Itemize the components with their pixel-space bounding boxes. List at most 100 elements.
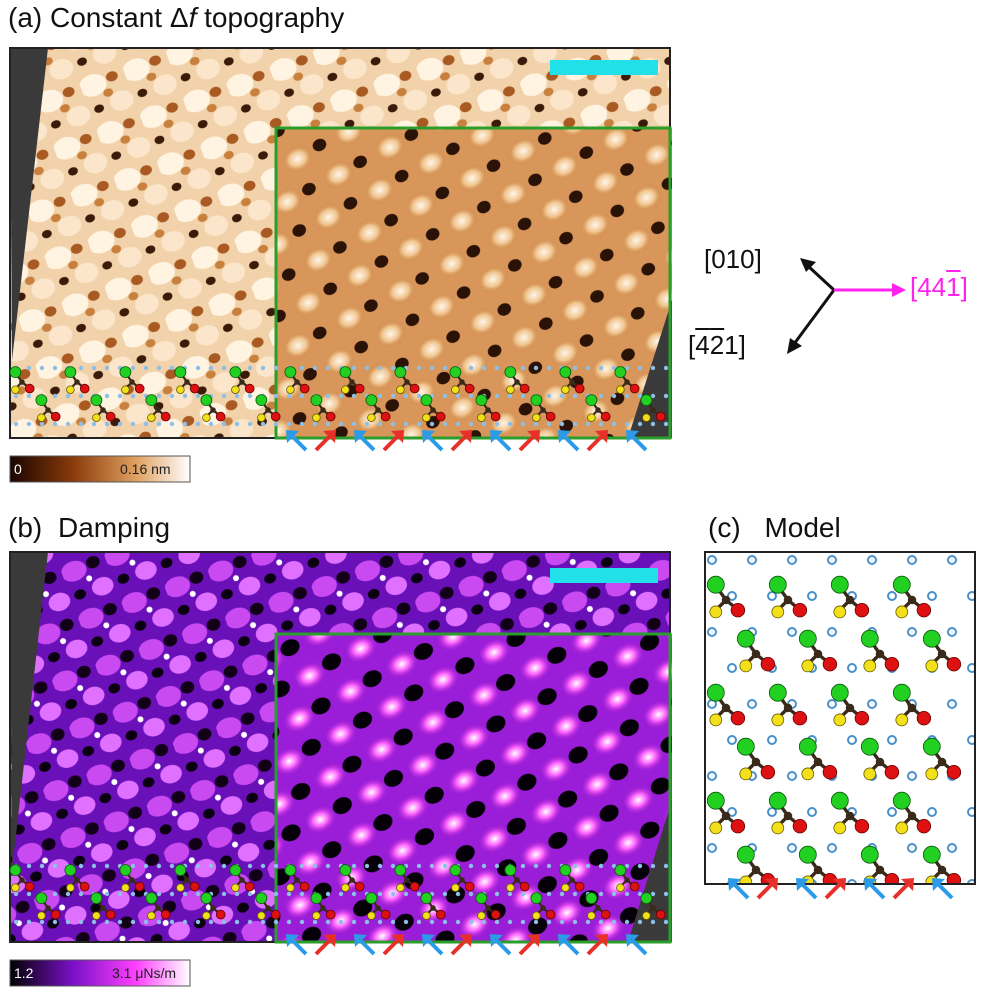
lattice-dot (572, 365, 578, 371)
lattice-dot (338, 919, 344, 925)
atom-red (730, 819, 746, 834)
panel-a-colorbar (9, 455, 191, 483)
lattice-dot (507, 393, 513, 399)
model-lattice-ring (727, 807, 737, 817)
atom-dark (845, 811, 855, 821)
direction-441-bar: 1 (946, 272, 961, 302)
atom-yellow (561, 883, 570, 892)
atom-yellow (771, 821, 785, 835)
row-arrow-head (796, 878, 809, 891)
model-lattice-ring (787, 771, 797, 781)
lattice-dot (13, 891, 19, 897)
row-arrow-head (558, 430, 571, 443)
row-arrow-head (391, 934, 404, 947)
lattice-dot (260, 365, 266, 371)
atom-red (760, 657, 776, 672)
model-lattice-ring (767, 807, 777, 817)
atom-green (860, 629, 879, 648)
atom-red (655, 909, 666, 920)
direction-421-bar1: 4 (695, 330, 710, 360)
lattice-dot (273, 421, 279, 427)
lattice-dot (104, 863, 110, 869)
atom-dark (45, 905, 51, 911)
atom-red (79, 383, 90, 394)
lattice-dot (299, 393, 305, 399)
model-lattice-ring (707, 771, 717, 781)
atom-dark (19, 877, 25, 883)
lattice-dot (143, 863, 149, 869)
lattice-dot (390, 891, 396, 897)
lattice-dot (429, 365, 435, 371)
lattice-dot (624, 863, 630, 869)
panel-b-title: Damping (58, 512, 171, 543)
atom-red (916, 711, 932, 726)
lattice-dot (637, 421, 643, 427)
colorbar-a-min: 0 (14, 461, 22, 477)
atom-dark (210, 407, 216, 413)
lattice-dot (156, 393, 162, 399)
lattice-dot (52, 365, 58, 371)
panel-a-atom-overlay (9, 365, 669, 427)
atom-dark (907, 595, 917, 605)
panel-a-title-after: topography (196, 2, 345, 33)
row-arrow-head (490, 934, 503, 947)
atom-yellow (895, 605, 909, 619)
model-lattice-ring (707, 843, 717, 853)
lattice-dot (260, 421, 266, 427)
lattice-dot (221, 365, 227, 371)
lattice-dot (208, 365, 214, 371)
atom-red (409, 881, 420, 892)
lattice-dot (26, 421, 32, 427)
lattice-dot (429, 919, 435, 925)
lattice-dot (663, 365, 669, 371)
lattice-dot (78, 863, 84, 869)
atom-green (736, 845, 755, 864)
atom-green (860, 845, 879, 864)
atom-yellow (477, 911, 486, 920)
atom-yellow (92, 911, 101, 920)
panel-b-label: (b) Damping (8, 512, 170, 544)
atom-green (255, 394, 268, 407)
lattice-dot (572, 421, 578, 427)
lattice-dot (611, 919, 617, 925)
lattice-dot (208, 421, 214, 427)
lattice-dot (325, 919, 331, 925)
lattice-dot (611, 863, 617, 869)
atom-green (504, 864, 517, 876)
atom-red (792, 603, 808, 618)
lattice-dot (273, 393, 279, 399)
lattice-dot (416, 919, 422, 925)
lattice-dot (273, 891, 279, 897)
atom-dark (783, 703, 793, 713)
atom-yellow (66, 883, 75, 892)
panel-a-right-mask (628, 300, 672, 438)
lattice-dot (104, 891, 110, 897)
lattice-dot (221, 863, 227, 869)
atom-dark (937, 865, 947, 875)
atom-dark (514, 379, 520, 385)
panel-b-atom-overlay (9, 863, 669, 925)
lattice-dot (78, 421, 84, 427)
model-lattice-ring (907, 771, 917, 781)
lattice-dot (52, 919, 58, 925)
panel-b-zoom-region (276, 634, 672, 942)
atom-red (884, 657, 900, 672)
lattice-dot (559, 919, 565, 925)
lattice-dot (598, 365, 604, 371)
lattice-dot (663, 919, 669, 925)
row-arrow-head (833, 878, 846, 891)
lattice-dot (468, 365, 474, 371)
atom-green (420, 394, 433, 407)
atom-yellow (771, 605, 785, 619)
lattice-dot (650, 365, 656, 371)
lattice-dot (390, 919, 396, 925)
atom-green (830, 791, 849, 810)
atom-green (706, 791, 725, 810)
lattice-dot (351, 365, 357, 371)
lattice-dot (585, 365, 591, 371)
lattice-dot (169, 863, 175, 869)
lattice-dot (364, 365, 370, 371)
lattice-dot (364, 919, 370, 925)
lattice-dot (325, 421, 331, 427)
atom-green (585, 394, 598, 407)
